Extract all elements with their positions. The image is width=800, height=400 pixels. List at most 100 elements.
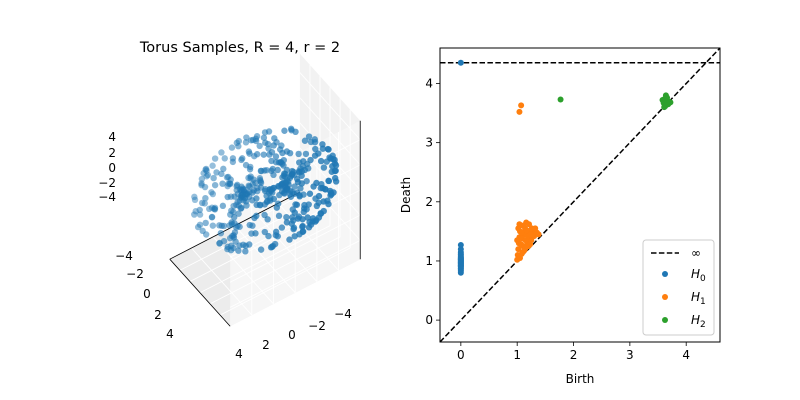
x-tick-label: 0 <box>457 348 465 362</box>
torus-sample-point <box>243 134 250 141</box>
torus-sample-point <box>223 174 231 181</box>
torus-sample-point <box>300 208 307 216</box>
torus-sample-point <box>317 157 325 165</box>
torus-sample-point <box>203 167 210 174</box>
torus-sample-point <box>318 180 325 188</box>
point-h1 <box>523 227 530 234</box>
x-axis-label: Birth <box>566 372 595 386</box>
torus-sample-point <box>262 186 269 193</box>
torus-sample-point <box>221 155 228 162</box>
point-h1 <box>527 231 534 238</box>
floor-grid-y <box>179 202 311 271</box>
torus-sample-point <box>261 228 269 236</box>
point-h0 <box>457 246 464 253</box>
torus-sample-point <box>281 127 288 134</box>
torus-sample-point <box>217 229 225 237</box>
torus-sample-point <box>228 144 236 151</box>
torus-sample-point <box>312 145 319 153</box>
torus-sample-point <box>268 157 275 165</box>
persistence-points <box>457 59 674 276</box>
torus-sample-point <box>208 204 216 211</box>
torus-sample-point <box>256 175 264 182</box>
torus-sample-point <box>202 219 209 227</box>
torus-sample-point <box>263 192 270 200</box>
legend-h1-label: H1 <box>691 290 706 307</box>
torus-sample-point <box>226 222 233 229</box>
torus-sample-point <box>273 138 280 146</box>
left-grid-z <box>299 72 361 140</box>
torus-sample-point <box>209 190 217 198</box>
torus-sample-point <box>286 236 293 243</box>
torus-sample-point <box>313 202 321 210</box>
torus-sample-point <box>261 129 269 136</box>
torus-sample-point <box>232 238 239 245</box>
diagonal-line-path <box>439 47 721 343</box>
torus-sample-point <box>265 232 272 240</box>
torus-sample-point <box>235 137 243 145</box>
torus-sample-point <box>211 155 219 162</box>
torus-sample-point <box>288 127 295 134</box>
x-tick-label: 1 <box>513 348 521 362</box>
point-h2 <box>667 99 674 106</box>
torus-sample-point <box>229 155 237 162</box>
torus-sample-point <box>250 187 258 194</box>
torus-sample-point <box>279 174 286 181</box>
torus-sample-point <box>263 166 270 174</box>
torus-sample-point <box>256 201 264 209</box>
torus-sample-point <box>306 219 313 226</box>
torus-sample-point <box>268 167 275 175</box>
torus-sample-point <box>227 242 235 249</box>
y-axis-label: Death <box>399 177 413 213</box>
torus-sample-point <box>192 208 199 215</box>
torus-sample-point <box>323 158 330 165</box>
point-h1 <box>514 237 521 244</box>
torus-sample-point <box>251 214 258 222</box>
y-tick-label: 1 <box>425 254 433 268</box>
z-tick-label: −4 <box>98 190 116 204</box>
torus-sample-point <box>208 213 216 221</box>
torus-sample-point <box>269 242 277 250</box>
torus-sample-point <box>251 152 258 160</box>
x-tick-label: 0 <box>288 328 296 342</box>
x-tick-label: 3 <box>626 348 634 362</box>
point-h1 <box>518 102 525 109</box>
y-tick-label: 4 <box>425 76 433 90</box>
torus-sample-point <box>200 170 207 177</box>
torus-sample-point <box>198 180 205 187</box>
point-h1 <box>516 221 523 228</box>
torus-title: Torus Samples, R = 4, r = 2 <box>139 40 340 56</box>
torus-sample-point <box>301 201 308 209</box>
torus-sample-point <box>261 211 268 219</box>
y-tick-label: 0 <box>425 313 433 327</box>
torus-sample-point <box>218 170 225 178</box>
torus-sample-point <box>247 163 254 171</box>
point-h2 <box>661 104 668 111</box>
torus-sample-point <box>289 188 296 196</box>
torus-sample-point <box>245 148 253 155</box>
torus-sample-point <box>211 181 219 189</box>
legend-h1-text: H <box>691 290 700 304</box>
x-tick-label: 2 <box>262 338 270 352</box>
torus-sample-point <box>275 212 283 220</box>
diagonal-line <box>439 47 721 343</box>
torus-sample-point <box>206 205 213 213</box>
torus-sample-point <box>204 171 212 179</box>
torus-sample-point <box>274 200 282 207</box>
legend-h0-marker <box>662 271 668 277</box>
point-h1 <box>518 241 525 248</box>
torus-sample-point <box>201 200 208 207</box>
torus-sample-point <box>202 231 210 238</box>
torus-sample-point <box>307 138 315 146</box>
torus-sample-point <box>263 198 271 206</box>
torus-sample-point <box>220 222 228 230</box>
y-tick-label: 2 <box>154 308 162 322</box>
legend-h2-subscript: 2 <box>700 320 706 330</box>
torus-sample-point <box>227 193 235 200</box>
torus-points <box>191 125 340 255</box>
torus-sample-point <box>272 232 280 239</box>
torus-sample-point <box>257 246 265 253</box>
torus-sample-point <box>226 234 234 242</box>
point-h1 <box>516 108 523 115</box>
x-tick-label: 4 <box>682 348 690 362</box>
z-tick-label: −2 <box>98 176 116 190</box>
